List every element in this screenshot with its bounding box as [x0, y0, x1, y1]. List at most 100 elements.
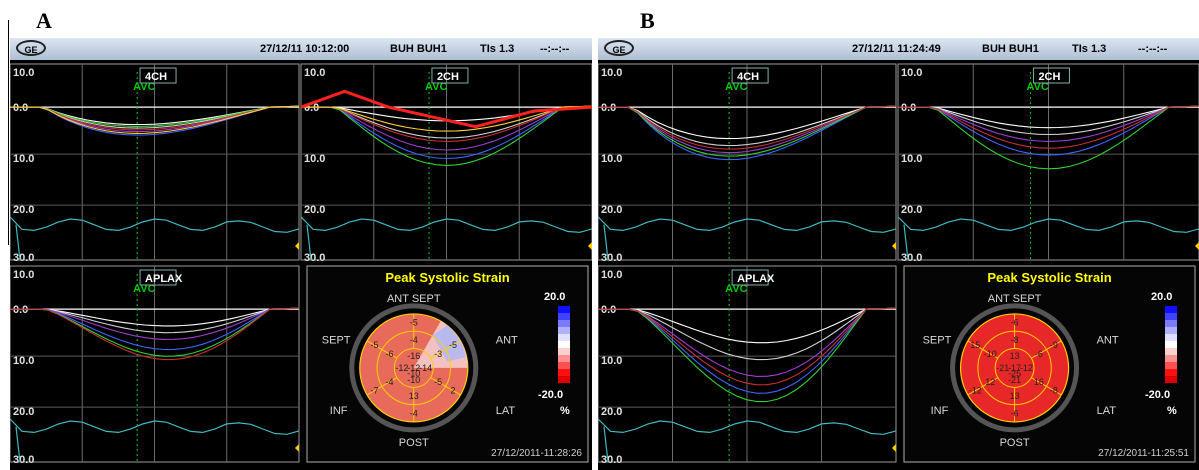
segment-value: -10	[407, 368, 420, 378]
segment-value: -6	[385, 349, 393, 359]
scale-min-label: -20.0	[538, 389, 563, 401]
screen-header-b: GE 27/12/11 11:24:49 BUH BUH1 TIs 1.3 --…	[598, 38, 1199, 60]
strain-curve	[10, 307, 300, 327]
cursor-marker-icon	[295, 242, 299, 250]
segment-value: -4	[410, 335, 418, 345]
strain-curve	[10, 307, 300, 334]
segment-value: -5	[434, 377, 442, 387]
strain-curve	[10, 105, 300, 134]
ecg-trace	[598, 216, 897, 233]
color-scale-step	[1165, 327, 1177, 334]
echo-screen-a: GE 27/12/11 10:12:00 BUH BUH1 TIs 1.3 --…	[10, 38, 592, 470]
echo-screen-b: GE 27/12/11 11:24:49 BUH BUH1 TIs 1.3 --…	[598, 38, 1199, 470]
wall-label-lat: LAT	[496, 405, 516, 417]
view-name: 4CH	[145, 71, 167, 83]
ecg-trace	[300, 216, 592, 233]
segment-value: -17	[1008, 363, 1021, 373]
bullseye-divider	[430, 377, 461, 396]
segment-value: -4	[410, 408, 418, 418]
segment-value: -12	[395, 363, 408, 373]
avc-label: AVC	[425, 81, 447, 93]
y-axis-label: 30.0	[13, 252, 34, 264]
y-axis-label: 20.0	[601, 406, 622, 418]
segment-value: -8	[1011, 335, 1019, 345]
header-extra: --:--:--	[540, 43, 570, 55]
segment-value: -14	[419, 363, 432, 373]
view-name-box	[139, 67, 177, 84]
color-scale-step	[558, 341, 570, 348]
strain-curve	[301, 105, 592, 142]
header-datetime: 27/12/11 11:24:49	[852, 43, 941, 55]
strain-curve	[10, 307, 300, 351]
y-axis-label: 20.0	[13, 406, 34, 418]
color-scale-step	[1165, 355, 1177, 362]
view-name-box	[1032, 67, 1070, 84]
header-extra: --:--:--	[1138, 43, 1168, 55]
strain-curve	[598, 105, 897, 150]
avc-label: AVC	[1026, 81, 1048, 93]
view-name-box	[139, 269, 177, 286]
segment-value: -5	[370, 340, 378, 350]
bullseye-outer-ring	[349, 303, 479, 433]
color-scale-step	[558, 320, 570, 327]
bullseye-divider	[967, 377, 998, 396]
color-scale-step	[1165, 376, 1177, 383]
color-scale-step	[558, 376, 570, 383]
color-scale-step	[1165, 320, 1177, 327]
segment-value: -9	[1050, 340, 1058, 350]
scale-max-label: 20.0	[544, 291, 565, 303]
color-scale-step	[1165, 362, 1177, 369]
bullseye-divider	[1031, 340, 1062, 359]
ecg-spike	[15, 224, 21, 261]
wall-label-lat: LAT	[1097, 405, 1117, 417]
strain-curve	[598, 307, 897, 386]
y-axis-label: 10.0	[13, 67, 34, 79]
cursor-marker-icon	[892, 242, 896, 250]
cursor-marker-icon	[295, 444, 299, 452]
segment-value: 2	[451, 386, 456, 396]
header-site: BUH BUH1	[390, 43, 447, 55]
y-axis-label: 10.0	[13, 355, 34, 367]
strain-curve	[301, 105, 592, 132]
color-scale-step	[558, 306, 570, 313]
strain-curve	[598, 105, 897, 140]
color-scale-step	[558, 313, 570, 320]
ecg-trace	[10, 216, 300, 233]
strain-curve	[10, 307, 300, 340]
view-name: 4CH	[737, 71, 759, 83]
segment-value: -25	[1008, 368, 1021, 378]
segment-value: -4	[385, 377, 393, 387]
color-scale-step	[1165, 341, 1177, 348]
y-axis-label: 10.0	[601, 355, 622, 367]
y-axis-label: 20.0	[601, 204, 622, 216]
cursor-marker-icon	[892, 444, 896, 452]
segment-value: 13	[1010, 351, 1020, 361]
ecg-trace	[10, 418, 300, 435]
y-axis-label: 10.0	[13, 153, 34, 165]
header-tis: TIs 1.3	[1072, 43, 1107, 55]
y-axis-label: 0.0	[601, 304, 616, 316]
wall-label-post: POST	[399, 437, 429, 449]
y-axis-label: 0.0	[13, 102, 28, 114]
segment-value: -10	[407, 375, 420, 385]
y-axis-label: 10.0	[601, 269, 622, 281]
y-axis-label: 10.0	[13, 269, 34, 281]
avc-label: AVC	[133, 81, 155, 93]
y-axis-label: 30.0	[601, 454, 622, 466]
bullseye-panel: Peak Systolic Strain -5 -5 2 -4 -7 -5 -4 -3 -5 13 -…	[306, 265, 589, 463]
scale-min-label: -20.0	[1145, 389, 1170, 401]
y-axis-label: 30.0	[601, 252, 622, 264]
bullseye-title: Peak Systolic Strain	[385, 270, 509, 285]
ecg-spike	[603, 426, 609, 463]
view-name-box	[431, 67, 469, 84]
cursor-marker-icon	[588, 242, 592, 250]
y-axis-label: 0.0	[901, 102, 916, 114]
strain-curve	[300, 89, 592, 129]
y-axis-label: 30.0	[13, 454, 34, 466]
strain-curve	[10, 307, 300, 361]
ecg-spike	[603, 224, 609, 261]
segment-value: 15	[970, 340, 980, 350]
